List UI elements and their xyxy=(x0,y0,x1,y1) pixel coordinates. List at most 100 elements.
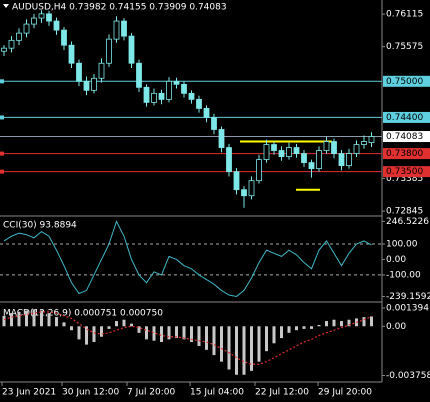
macd-bar xyxy=(340,321,343,327)
macd-bar xyxy=(265,326,268,352)
candle-body xyxy=(158,92,165,100)
level-label-box xyxy=(383,166,430,178)
level-label: 0.74083 xyxy=(386,132,423,142)
macd-bar xyxy=(302,326,306,329)
candle-body xyxy=(308,162,315,170)
macd-bar xyxy=(167,326,171,340)
candle-body xyxy=(106,38,112,64)
macd-bar xyxy=(107,326,111,329)
y-tick-label: -0.003758 xyxy=(386,371,430,381)
candle-body xyxy=(1,47,7,52)
x-tick-label: 22 Jul 12:00 xyxy=(255,388,309,398)
macd-bar xyxy=(92,326,96,342)
candle-body xyxy=(8,39,15,49)
level-label: 0.73800 xyxy=(386,149,423,159)
candle-body xyxy=(361,141,367,145)
y-tick-label: -100.00 xyxy=(386,270,421,280)
candle-body xyxy=(241,189,247,197)
candle-body xyxy=(76,62,82,82)
level-label-box xyxy=(383,148,430,160)
candle-body xyxy=(136,62,142,88)
macd-bar xyxy=(130,323,133,327)
macd-bar xyxy=(62,322,66,327)
candle-body xyxy=(91,77,97,91)
macd-bar xyxy=(25,310,28,327)
macd-bar xyxy=(197,326,201,346)
candle-body xyxy=(331,141,337,154)
y-tick-label: 0.75575 xyxy=(386,42,423,52)
macd-bar xyxy=(115,321,118,327)
x-tick-label: 15 Jul 04:00 xyxy=(190,388,244,398)
macd-bar xyxy=(70,326,73,331)
macd-bar xyxy=(47,313,51,327)
candle-body xyxy=(151,92,157,103)
candle-body xyxy=(46,13,52,22)
level-label-box xyxy=(383,111,430,123)
y-tick-label: 0.00 xyxy=(386,255,406,265)
symbol-header: AUDUSD,H4 0.73982 0.74155 0.73909 0.7408… xyxy=(12,3,227,13)
candle-body xyxy=(143,86,150,103)
macd-bar xyxy=(182,326,186,340)
macd-bar xyxy=(242,326,246,375)
candle-body xyxy=(346,153,352,167)
y-tick-label: 0.001394 xyxy=(386,304,429,314)
level-label: 0.73500 xyxy=(386,167,423,177)
level-label-box xyxy=(383,131,430,143)
level-handle xyxy=(0,169,4,174)
macd-bar xyxy=(17,311,21,327)
candle-body xyxy=(181,83,187,94)
candle-body xyxy=(263,144,270,160)
candle-body xyxy=(31,17,37,25)
candle-body xyxy=(301,153,307,164)
macd-bar xyxy=(212,326,216,356)
candle-body xyxy=(53,20,60,31)
signal-line xyxy=(3,311,372,365)
candle-body xyxy=(166,80,172,100)
candle-body xyxy=(293,147,300,154)
candle-body xyxy=(83,80,90,91)
candle-body xyxy=(23,23,30,34)
macd-bar xyxy=(40,310,43,327)
y-tick-label: 0.72845 xyxy=(386,207,423,217)
macd-bar xyxy=(257,326,261,362)
level-label-box xyxy=(383,75,430,87)
candle-body xyxy=(353,144,360,154)
y-tick-label: 0.76115 xyxy=(386,10,423,20)
candle-body xyxy=(248,180,255,197)
candle-body xyxy=(203,108,210,118)
macd-bar xyxy=(280,326,283,339)
candle-body xyxy=(113,20,120,40)
cci-line xyxy=(3,220,372,297)
macd-bar xyxy=(100,326,103,337)
candle-body xyxy=(323,141,330,151)
x-tick-label: 7 Jul 20:00 xyxy=(127,388,176,398)
macd-bar xyxy=(190,326,193,342)
candle-body xyxy=(68,44,75,64)
candle-body xyxy=(316,150,322,170)
candle-body xyxy=(286,147,292,157)
candle-body xyxy=(16,32,22,41)
level-handle xyxy=(0,79,4,84)
macd-bar xyxy=(287,326,291,333)
macd-bar xyxy=(152,326,156,341)
level-handle xyxy=(0,151,4,156)
candle-body xyxy=(121,20,127,37)
candle-body xyxy=(278,150,285,157)
menu-arrow[interactable] xyxy=(3,4,9,8)
candle-body xyxy=(61,29,67,46)
macd-bar xyxy=(10,313,13,327)
macd-bar xyxy=(250,326,253,371)
candle-body xyxy=(233,171,240,191)
macd-bar xyxy=(235,326,238,375)
candle-body xyxy=(188,92,195,100)
macd-bar xyxy=(332,319,336,327)
candle-body xyxy=(338,153,345,167)
y-tick-label: 0.73385 xyxy=(386,174,423,184)
macd-header: MACD(12,26,9) 0.000751 0.000750 xyxy=(3,309,163,319)
macd-bar xyxy=(272,326,276,344)
macd-bar xyxy=(122,319,126,327)
macd-bar xyxy=(310,326,313,329)
candle-body xyxy=(196,98,202,109)
macd-bar xyxy=(205,326,208,350)
